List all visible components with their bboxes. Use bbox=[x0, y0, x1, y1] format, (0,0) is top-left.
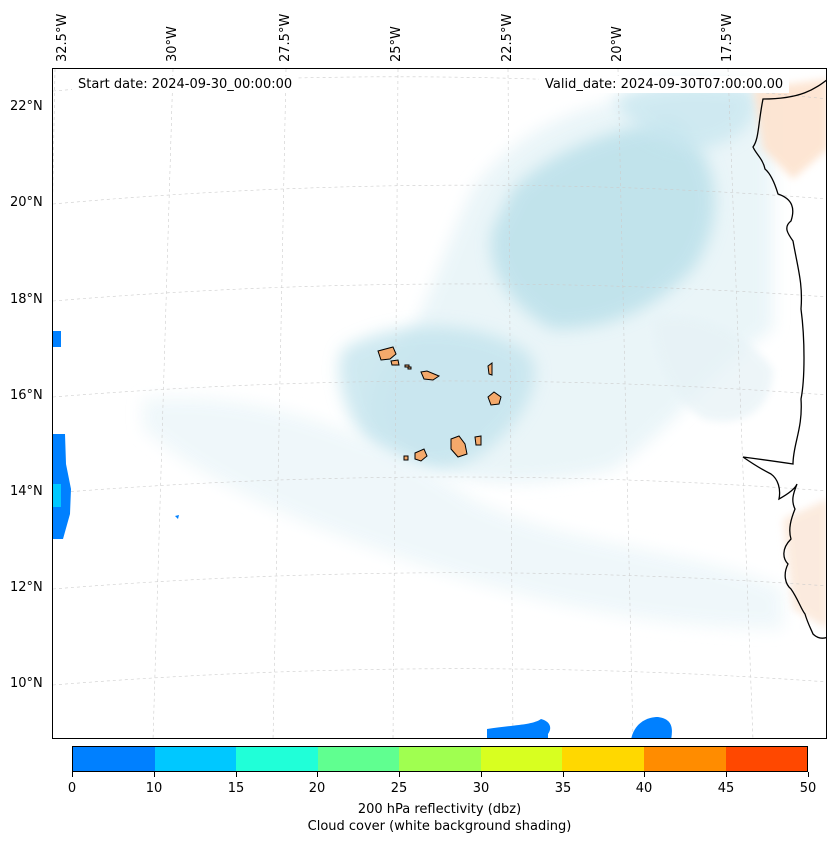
lon-label: 17.5°W bbox=[720, 13, 735, 62]
lat-label: 16°N bbox=[10, 388, 43, 403]
lon-label: 20°W bbox=[610, 26, 625, 62]
lat-label: 20°N bbox=[10, 195, 43, 210]
lon-label: 25°W bbox=[389, 26, 404, 62]
colorbar-segment bbox=[236, 747, 318, 771]
lon-label: 22.5°W bbox=[500, 13, 515, 62]
lon-label: 30°W bbox=[165, 26, 180, 62]
colorbar-tick bbox=[808, 772, 809, 777]
valid-date-label: Valid_date: 2024-09-30T07:00:00.00 bbox=[539, 76, 790, 93]
colorbar-tick bbox=[726, 772, 727, 777]
colorbar-tick bbox=[154, 772, 155, 777]
colorbar-tick-label: 30 bbox=[472, 781, 490, 796]
lat-label: 22°N bbox=[10, 99, 43, 114]
lat-label: 14°N bbox=[10, 484, 43, 499]
colorbar-tick bbox=[563, 772, 564, 777]
lon-label: 32.5°W bbox=[55, 13, 70, 62]
colorbar-tick-label: 10 bbox=[145, 781, 163, 796]
lat-label: 10°N bbox=[10, 676, 43, 691]
lat-label: 18°N bbox=[10, 292, 43, 307]
colorbar-tick-label: 35 bbox=[554, 781, 572, 796]
colorbar-segment bbox=[562, 747, 644, 771]
colorbar-tick-label: 40 bbox=[635, 781, 653, 796]
lon-label: 27.5°W bbox=[278, 13, 293, 62]
colorbar-tick-label: 25 bbox=[390, 781, 408, 796]
colorbar-tick bbox=[644, 772, 645, 777]
start-date-label: Start date: 2024-09-30_00:00:00 bbox=[72, 76, 299, 93]
lat-label: 12°N bbox=[10, 580, 43, 595]
reflectivity-colorbar bbox=[72, 746, 808, 772]
cloud-cover-shading bbox=[143, 79, 826, 629]
colorbar-segment bbox=[154, 747, 237, 771]
graticule bbox=[53, 69, 826, 738]
colorbar-label-line1: 200 hPa reflectivity (dbz) bbox=[357, 802, 522, 817]
colorbar-tick bbox=[481, 772, 482, 777]
colorbar-segment bbox=[317, 747, 400, 771]
colorbar-segment bbox=[725, 747, 808, 771]
colorbar-tick bbox=[399, 772, 400, 777]
colorbar-tick-label: 45 bbox=[717, 781, 735, 796]
colorbar-tick-label: 20 bbox=[308, 781, 326, 796]
colorbar-tick bbox=[72, 772, 73, 777]
coastline bbox=[742, 79, 826, 639]
cape-verde-islands bbox=[377, 346, 502, 462]
colorbar-tick-label: 0 bbox=[67, 781, 77, 796]
colorbar-segment bbox=[643, 747, 726, 771]
reflectivity-cells bbox=[53, 331, 672, 738]
colorbar-tick bbox=[236, 772, 237, 777]
colorbar-tick-label: 15 bbox=[227, 781, 245, 796]
colorbar-tick-label: 50 bbox=[799, 781, 817, 796]
colorbar-segment bbox=[73, 747, 155, 771]
colorbar-segment bbox=[399, 747, 481, 771]
map-panel bbox=[52, 68, 827, 739]
map-canvas bbox=[53, 69, 826, 738]
colorbar-tick bbox=[317, 772, 318, 777]
colorbar-segment bbox=[480, 747, 563, 771]
colorbar-label-line2: Cloud cover (white background shading) bbox=[307, 819, 572, 834]
